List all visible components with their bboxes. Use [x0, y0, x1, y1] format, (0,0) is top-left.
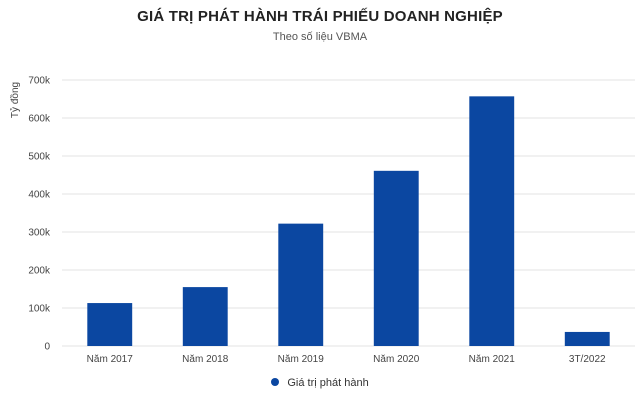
- y-tick-label: 700k: [28, 76, 51, 87]
- bar[interactable]: [564, 331, 610, 346]
- y-tick-label: 600k: [28, 114, 51, 125]
- bar[interactable]: [182, 287, 228, 346]
- bar[interactable]: [87, 303, 133, 346]
- bar[interactable]: [469, 96, 515, 346]
- chart-subtitle: Theo số liệu VBMA: [272, 31, 368, 43]
- x-tick-label: Năm 2018: [182, 354, 229, 365]
- x-tick-label: Năm 2020: [373, 354, 420, 365]
- x-tick-label: 3T/2022: [569, 354, 606, 365]
- legend-swatch-icon: [271, 378, 280, 387]
- y-tick-label: 0: [44, 342, 50, 353]
- legend: Giá trị phát hành: [0, 377, 640, 389]
- x-tick-label: Năm 2017: [87, 354, 134, 365]
- bar[interactable]: [278, 223, 324, 346]
- bar[interactable]: [373, 170, 419, 346]
- x-tick-label: Năm 2021: [469, 354, 516, 365]
- y-tick-label: 300k: [28, 228, 51, 239]
- y-tick-label: 100k: [28, 304, 51, 315]
- y-tick-label: 200k: [28, 266, 51, 277]
- y-tick-label: 400k: [28, 190, 51, 201]
- x-tick-label: Năm 2019: [278, 354, 325, 365]
- legend-label[interactable]: Giá trị phát hành: [287, 377, 369, 389]
- y-tick-label: 500k: [28, 152, 51, 163]
- y-axis-ticks: 0 100k 200k 300k 400k 500k 600k 700k: [28, 76, 51, 353]
- x-axis-ticks: Năm 2017 Năm 2018 Năm 2019 Năm 2020 Năm 2021…: [87, 354, 606, 365]
- grid-layer: [62, 79, 635, 347]
- y-axis-label: Tỷ đồng: [9, 82, 21, 118]
- chart-title: GIÁ TRỊ PHÁT HÀNH TRÁI PHIẾU DOANH NGHIỆ…: [137, 8, 503, 25]
- bars: [87, 96, 610, 346]
